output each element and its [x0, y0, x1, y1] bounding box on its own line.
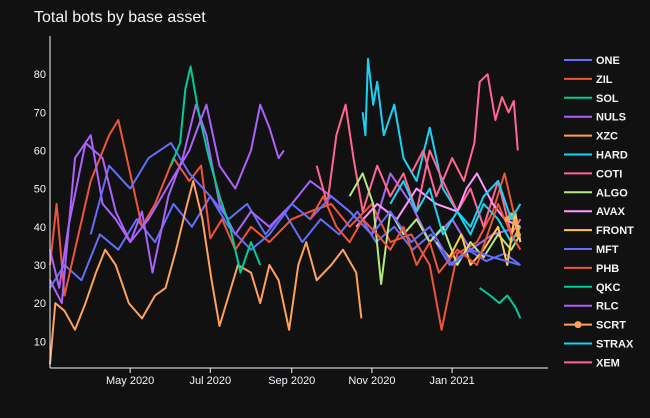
x-tick-label: Nov 2020: [348, 375, 395, 387]
x-tick-label: May 2020: [106, 375, 154, 387]
series-line-phb: [309, 195, 522, 274]
legend-label: QKC: [596, 282, 621, 294]
y-tick-label: 80: [34, 69, 46, 81]
legend-label: STRAX: [596, 339, 634, 351]
series-line-mft: [89, 141, 521, 266]
y-tick-label: 10: [34, 336, 46, 348]
legend-label: ZIL: [596, 74, 613, 86]
y-tick-label: 30: [34, 260, 46, 272]
legend-item-hard[interactable]: HARD: [564, 150, 628, 162]
legend-item-mft[interactable]: MFT: [564, 244, 619, 256]
series-line-xzc: [49, 180, 363, 365]
legend-item-algo[interactable]: ALGO: [564, 187, 628, 199]
legend-label: AVAX: [596, 206, 626, 218]
legend-label: XEM: [596, 357, 620, 369]
legend-label: XZC: [596, 131, 618, 143]
legend-label: COTI: [596, 168, 622, 180]
legend-item-phb[interactable]: PHB: [564, 263, 619, 275]
series-marker-scrt: [504, 216, 511, 223]
legend-label: MFT: [596, 244, 619, 256]
legend-item-strax[interactable]: STRAX: [564, 339, 634, 351]
legend-item-scrt[interactable]: SCRT: [564, 320, 626, 332]
series-line-sol: [479, 287, 522, 319]
x-tick-label: Sep 2020: [268, 375, 315, 387]
series-line-rlc: [49, 103, 285, 289]
legend-item-sol[interactable]: SOL: [564, 93, 619, 105]
y-tick-label: 40: [34, 222, 46, 234]
series-marker-scrt: [514, 231, 521, 238]
legend-label: PHB: [596, 263, 619, 275]
legend-label: ALGO: [596, 187, 628, 199]
legend-label: SCRT: [596, 320, 626, 332]
series-line-zil: [49, 119, 522, 331]
chart-title: Total bots by base asset: [34, 9, 206, 26]
y-tick-label: 50: [34, 184, 46, 196]
legend-label: ONE: [596, 55, 620, 67]
plot-area: [49, 57, 522, 365]
series-marker-scrt: [512, 219, 519, 226]
legend-marker: [574, 321, 582, 329]
legend-item-xem[interactable]: XEM: [564, 357, 620, 369]
series-line-front: [435, 210, 522, 266]
y-tick-label: 20: [34, 298, 46, 310]
legend-item-zil[interactable]: ZIL: [564, 74, 613, 86]
legend: ONE ZIL SOL NULS XZC HARD COTI ALGO AVAX FRONT MFT…: [564, 55, 634, 369]
x-tick-label: Jan 2021: [429, 375, 474, 387]
series-line-strax: [389, 180, 522, 236]
legend-item-rlc[interactable]: RLC: [564, 301, 619, 313]
legend-label: FRONT: [596, 225, 634, 237]
y-axis: 10 20 30 40 50 60 70 80: [34, 69, 46, 348]
y-tick-label: 60: [34, 145, 46, 157]
legend-item-avax[interactable]: AVAX: [564, 206, 626, 218]
series-line-xem: [410, 73, 519, 198]
legend-label: RLC: [596, 301, 619, 313]
legend-item-nuls[interactable]: NULS: [564, 112, 626, 124]
x-tick-label: Jul 2020: [190, 375, 232, 387]
y-tick-label: 70: [34, 107, 46, 119]
legend-label: NULS: [596, 112, 626, 124]
series-line-coti: [315, 103, 522, 236]
legend-item-qkc[interactable]: QKC: [564, 282, 621, 294]
legend-item-coti[interactable]: COTI: [564, 168, 622, 180]
legend-item-front[interactable]: FRONT: [564, 225, 634, 237]
legend-item-one[interactable]: ONE: [564, 55, 620, 67]
legend-label: HARD: [596, 150, 628, 162]
legend-item-xzc[interactable]: XZC: [564, 131, 618, 143]
x-axis: May 2020 Jul 2020 Sep 2020 Nov 2020 Jan 2021: [106, 368, 475, 387]
legend-label: SOL: [596, 93, 619, 105]
series-line-qkc: [169, 65, 262, 274]
